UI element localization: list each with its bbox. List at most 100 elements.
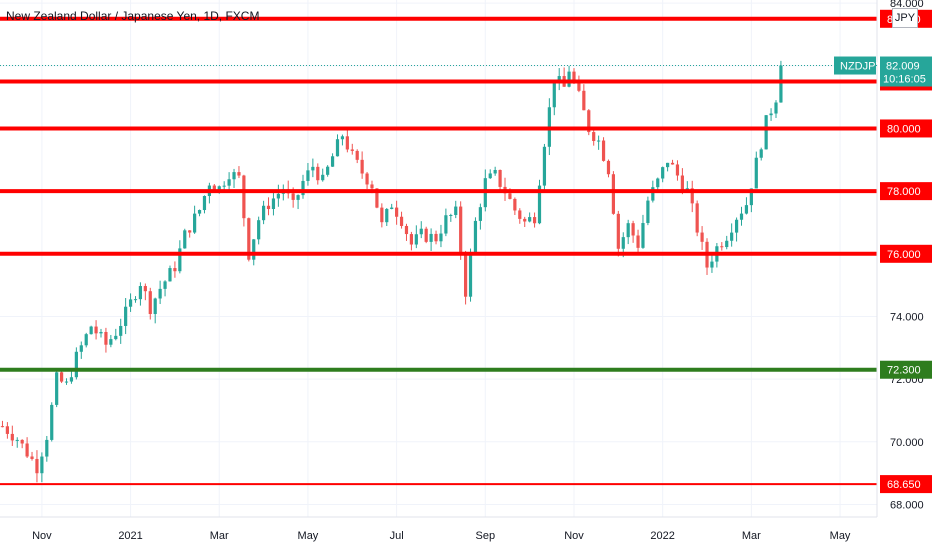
candle-body	[340, 136, 345, 140]
candle-body	[124, 306, 128, 326]
candle-body	[459, 206, 463, 255]
candle-body	[237, 172, 241, 176]
time-tick-label: Nov	[32, 530, 52, 542]
candle-body	[414, 234, 418, 245]
candle-body	[690, 188, 694, 204]
candle-body	[739, 213, 744, 220]
candle-body	[734, 219, 739, 233]
candle-body	[769, 113, 773, 116]
candle-body	[493, 169, 497, 174]
candle-body	[390, 207, 394, 209]
candle-body	[25, 443, 29, 457]
level-price-label: 76.000	[887, 249, 921, 261]
candle-body	[478, 207, 482, 221]
candle-body	[104, 331, 108, 345]
candle-body	[606, 160, 611, 175]
candle-body	[119, 325, 123, 336]
candle-body	[444, 215, 448, 234]
time-axis[interactable]: Nov 2021 Mar May Jul Sep Nov 2022 Mar May	[0, 516, 877, 542]
countdown-label: 10:16:05	[883, 74, 926, 86]
candle-body	[5, 426, 9, 434]
candle-body	[759, 149, 763, 158]
time-tick-label: May	[830, 530, 851, 542]
candle-body	[266, 205, 271, 210]
candle-body	[168, 268, 172, 282]
price-tick-label: 70.000	[890, 437, 924, 449]
candle-body	[257, 220, 261, 240]
candle-body	[725, 240, 729, 248]
candlestick-series	[0, 60, 783, 483]
candle-body	[587, 110, 591, 133]
candle-body	[143, 286, 147, 292]
candle-body	[592, 132, 596, 141]
candle-body	[774, 102, 778, 114]
candle-body	[710, 261, 714, 268]
candle-body	[631, 223, 635, 236]
candle-body	[532, 217, 537, 224]
candle-body	[572, 71, 576, 82]
candle-body	[10, 433, 14, 441]
candle-body	[523, 218, 527, 222]
candle-body	[488, 173, 492, 179]
candle-body	[419, 228, 423, 235]
candle-body	[242, 175, 246, 219]
candle-body	[55, 372, 59, 405]
candle-body	[94, 326, 98, 334]
candle-body	[370, 184, 374, 189]
candle-body	[350, 149, 354, 151]
candle-body	[326, 166, 330, 175]
candle-body	[114, 335, 118, 340]
candle-body	[429, 233, 433, 242]
time-tick-label: 2022	[650, 530, 674, 542]
candle-body	[626, 223, 630, 238]
candle-body	[656, 178, 660, 188]
candle-body	[360, 159, 364, 174]
candle-body	[577, 81, 581, 91]
time-tick-label: 2021	[118, 530, 142, 542]
level-price-tag	[880, 182, 932, 201]
candle-body	[261, 205, 266, 221]
level-price-tag	[880, 360, 932, 379]
candle-body	[399, 216, 404, 226]
candle-body	[434, 233, 438, 242]
candle-body	[202, 195, 207, 211]
candle-body	[188, 230, 192, 233]
symbol-tag-label: NZDJPY	[840, 61, 883, 73]
symbol-tag	[834, 56, 876, 75]
candle-body	[247, 218, 251, 260]
level-price-label: 68.650	[887, 479, 921, 491]
candle-body	[597, 140, 601, 142]
candle-body	[675, 164, 680, 176]
candle-body	[695, 203, 699, 233]
candle-body	[449, 214, 453, 216]
candle-body	[99, 331, 103, 334]
candle-body	[316, 166, 320, 181]
candle-body	[138, 286, 143, 300]
candle-body	[552, 83, 556, 108]
time-tick-label: Mar	[210, 530, 229, 542]
level-price-label: 72.300	[887, 365, 921, 377]
candle-body	[749, 188, 753, 206]
candle-body	[345, 136, 349, 150]
time-tick-label: Jul	[390, 530, 404, 542]
candle-body	[222, 185, 226, 187]
candle-body	[454, 206, 458, 215]
candle-body	[404, 225, 409, 235]
candle-body	[330, 156, 335, 167]
candle-body	[651, 187, 655, 201]
candle-body	[291, 193, 295, 200]
candle-body	[468, 253, 473, 297]
horizontal-levels[interactable]	[0, 16, 877, 486]
currency-button[interactable]: JPY	[892, 8, 918, 28]
candle-body	[641, 223, 645, 248]
candle-body	[582, 90, 586, 111]
candle-body	[730, 232, 734, 241]
candle-body	[636, 235, 640, 248]
candle-body	[601, 140, 606, 161]
candle-body	[537, 185, 542, 224]
candle-body	[252, 239, 256, 260]
candle-body	[754, 157, 758, 189]
candle-body	[276, 193, 280, 199]
candle-body	[30, 456, 34, 459]
